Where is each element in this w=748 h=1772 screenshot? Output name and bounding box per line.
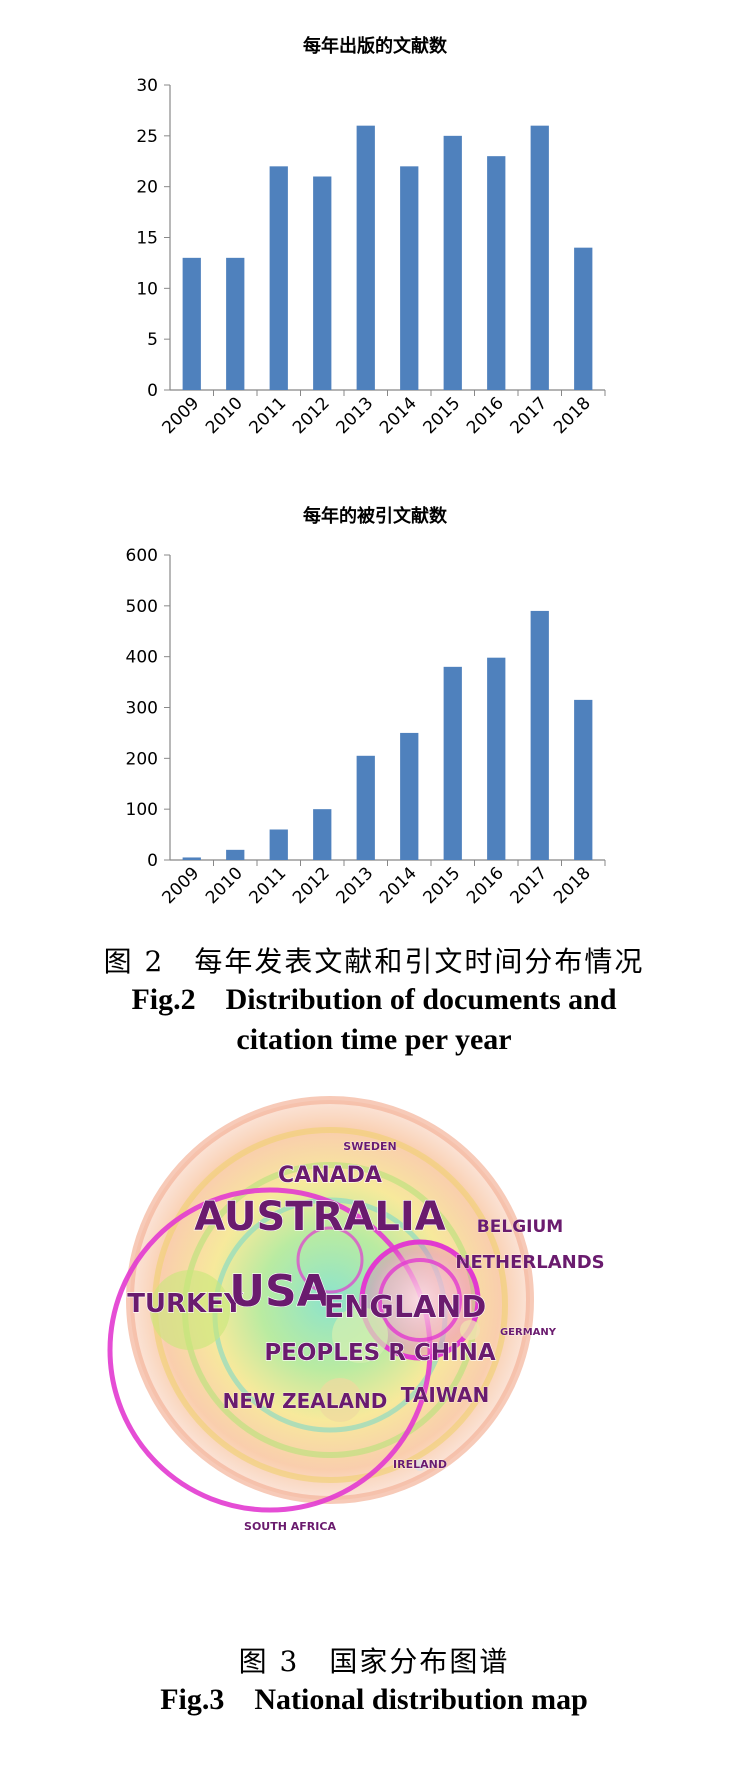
chart-title: 每年的被引文献数 [303, 505, 448, 527]
x-tick-label: 2010 [202, 863, 247, 908]
country-label-australia: AUSTRALIA [194, 1194, 445, 1240]
y-tick-label: 400 [126, 648, 158, 668]
country-label-usa: USA [229, 1266, 330, 1317]
x-tick-label: 2010 [202, 393, 247, 438]
country-label-south-africa: SOUTH AFRICA [244, 1520, 336, 1533]
x-tick-label: 2016 [463, 393, 508, 438]
country-label-sweden: SWEDEN [343, 1140, 396, 1153]
bar-2015 [443, 666, 462, 860]
x-tick-label: 2018 [550, 393, 595, 438]
x-tick-label: 2018 [550, 863, 595, 908]
chart-citations-per-year: 每年的被引文献数01002003004005006002009201020112… [126, 505, 606, 908]
bar-2011 [269, 166, 288, 390]
x-tick-label: 2011 [246, 393, 291, 438]
x-tick-label: 2014 [376, 863, 421, 908]
bar-2018 [574, 699, 593, 860]
x-tick-label: 2011 [246, 863, 291, 908]
y-tick-label: 100 [126, 800, 158, 820]
bar-2012 [313, 176, 332, 390]
y-tick-label: 20 [136, 178, 158, 198]
x-tick-label: 2016 [463, 863, 508, 908]
country-label-ireland: IRELAND [393, 1458, 447, 1471]
bar-2014 [400, 732, 419, 860]
map-rings [107, 1096, 534, 1513]
figure-2-caption-zh: 图 2 每年发表文献和引文时间分布情况 [103, 945, 645, 978]
country-label-germany: GERMANY [500, 1327, 557, 1338]
y-tick-label: 15 [136, 229, 158, 249]
country-label-belgium: BELGIUM [477, 1217, 563, 1237]
bar-2016 [487, 156, 506, 390]
bar-2015 [443, 135, 462, 390]
x-tick-label: 2013 [333, 393, 378, 438]
y-tick-label: 30 [136, 76, 158, 96]
x-tick-label: 2012 [289, 863, 334, 908]
y-tick-label: 300 [126, 699, 158, 719]
figure-2-caption: 图 2 每年发表文献和引文时间分布情况 Fig.2 Distribution o… [0, 940, 748, 1060]
x-tick-label: 2013 [333, 863, 378, 908]
bar-2012 [313, 809, 332, 860]
figure-3-caption-en: Fig.3 National distribution map [160, 1683, 588, 1716]
x-tick-label: 2015 [420, 393, 465, 438]
y-tick-label: 25 [136, 127, 158, 147]
country-label-taiwan: TAIWAN [401, 1383, 489, 1407]
x-tick-label: 2015 [420, 863, 465, 908]
country-label-england: ENGLAND [324, 1290, 487, 1325]
x-tick-label: 2017 [507, 863, 552, 908]
bar-2010 [226, 849, 245, 860]
y-tick-label: 5 [147, 330, 158, 350]
y-tick-label: 10 [136, 279, 158, 299]
bar-2016 [487, 657, 506, 860]
bar-2013 [356, 125, 375, 391]
bar-2014 [400, 166, 419, 390]
figure-2-caption-en-line1: Fig.2 Distribution of documents and [131, 983, 617, 1016]
bar-2013 [356, 755, 375, 860]
y-tick-label: 600 [126, 546, 158, 566]
bar-2018 [574, 247, 593, 390]
x-tick-label: 2014 [376, 393, 421, 438]
x-tick-label: 2017 [507, 393, 552, 438]
bar-2017 [530, 610, 549, 860]
country-label-canada: CANADA [278, 1163, 382, 1188]
x-tick-label: 2009 [159, 393, 204, 438]
map-labels: SWEDEN CANADA AUSTRALIA BELGIUM NETHERLANDS T… [127, 1140, 605, 1534]
country-label-peoples-r-china: PEOPLES R CHINA [264, 1340, 496, 1366]
bar-2017 [530, 125, 549, 391]
bar-2009 [182, 257, 201, 390]
country-label-turkey: TURKEY [127, 1289, 244, 1319]
chart-title: 每年出版的文献数 [303, 35, 448, 57]
x-tick-label: 2012 [289, 393, 334, 438]
national-distribution-map: SWEDEN CANADA AUSTRALIA BELGIUM NETHERLANDS T… [107, 1096, 605, 1534]
x-tick-label: 2009 [159, 863, 204, 908]
y-tick-label: 0 [147, 381, 158, 401]
y-tick-label: 0 [147, 851, 158, 871]
country-label-new-zealand: NEW ZEALAND [223, 1389, 388, 1413]
figure-3-caption: 图 3 国家分布图谱 Fig.3 National distribution m… [0, 1640, 748, 1720]
bar-2009 [182, 857, 201, 860]
country-label-netherlands: NETHERLANDS [455, 1252, 604, 1273]
y-tick-label: 500 [126, 597, 158, 617]
bar-2010 [226, 257, 245, 390]
figure-3-caption-zh: 图 3 国家分布图谱 [238, 1645, 510, 1678]
figure-2-caption-en-line2: citation time per year [236, 1023, 512, 1056]
chart-documents-per-year: 每年出版的文献数 0 5 10 15 20 25 30 20092010201120122013… [136, 35, 606, 438]
y-tick-label: 200 [126, 749, 158, 769]
bar-2011 [269, 829, 288, 860]
